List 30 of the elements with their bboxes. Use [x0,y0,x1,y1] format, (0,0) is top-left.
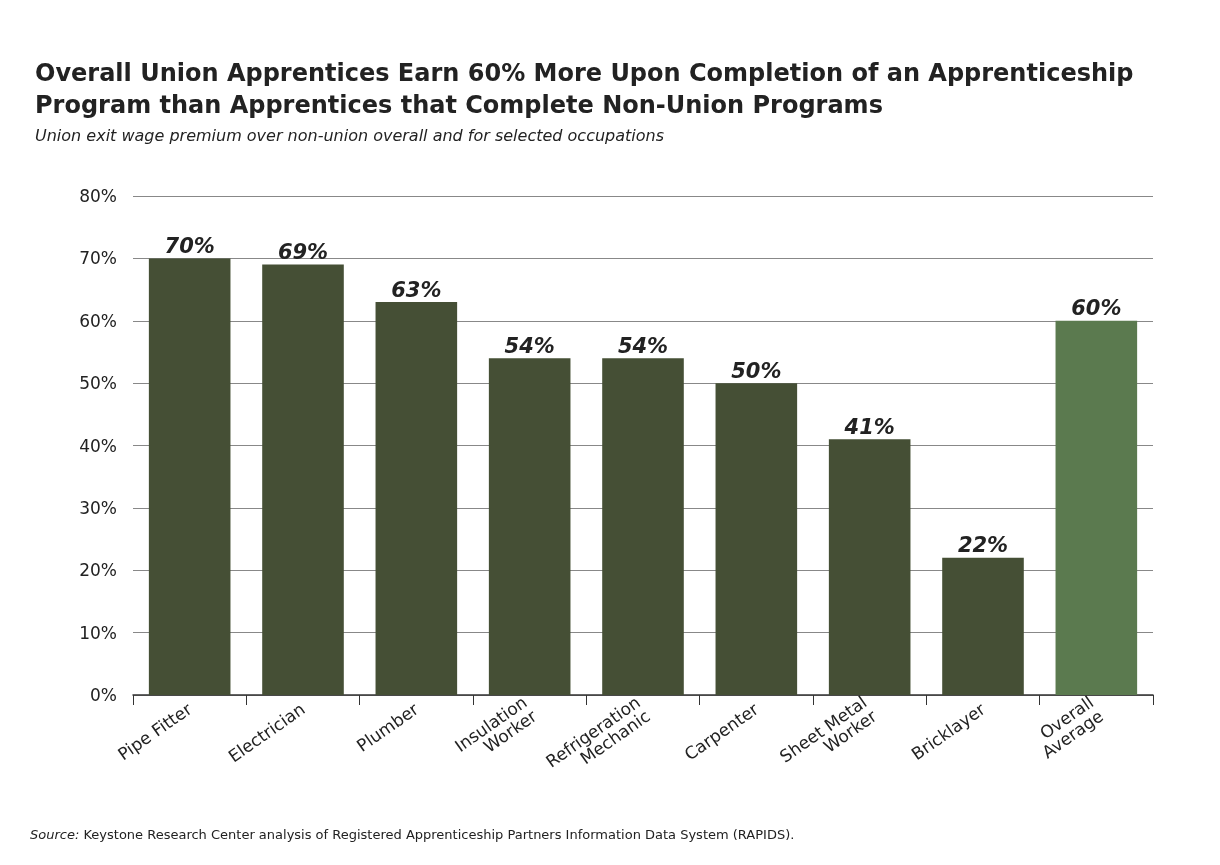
bar [262,264,344,695]
y-tick-label: 30% [79,497,117,518]
data-label: 69% [277,240,329,265]
bar [488,358,571,695]
data-label: 22% [957,533,1009,558]
data-label: 54% [617,333,669,358]
bar [828,439,911,695]
data-label: 70% [164,233,215,258]
y-tick-label: 10% [79,622,117,643]
bar [715,383,798,695]
data-label: 54% [504,333,555,358]
chart-subtitle: Union exit wage premium over non-union overall and for selected occupations [35,125,665,145]
bar [602,358,684,695]
y-tick-label: 50% [79,373,117,394]
bar [375,302,458,695]
data-label: 60% [1071,296,1122,321]
bar [942,557,1024,695]
data-label: 50% [731,358,782,383]
y-tick-label: 20% [79,560,117,581]
chart-title: Overall Union Apprentices Earn 60% More Upon Completion of an Apprenticeship Program than Apprentices that Complete Non-Union Programs [35,59,1142,119]
y-tick-label: 40% [79,435,117,456]
bar [148,258,231,695]
source-note: Source: Keystone Research Center analysis of Registered Apprenticeship Partners Information Data System (RAPIDS). [30,827,795,842]
data-label: 63% [391,277,442,302]
y-tick-label: 0% [90,685,117,705]
y-tick-label: 60% [79,310,117,331]
data-label: 41% [843,414,895,439]
y-tick-label: 80% [79,186,117,206]
bar [1055,320,1138,695]
y-tick-label: 70% [79,248,117,269]
